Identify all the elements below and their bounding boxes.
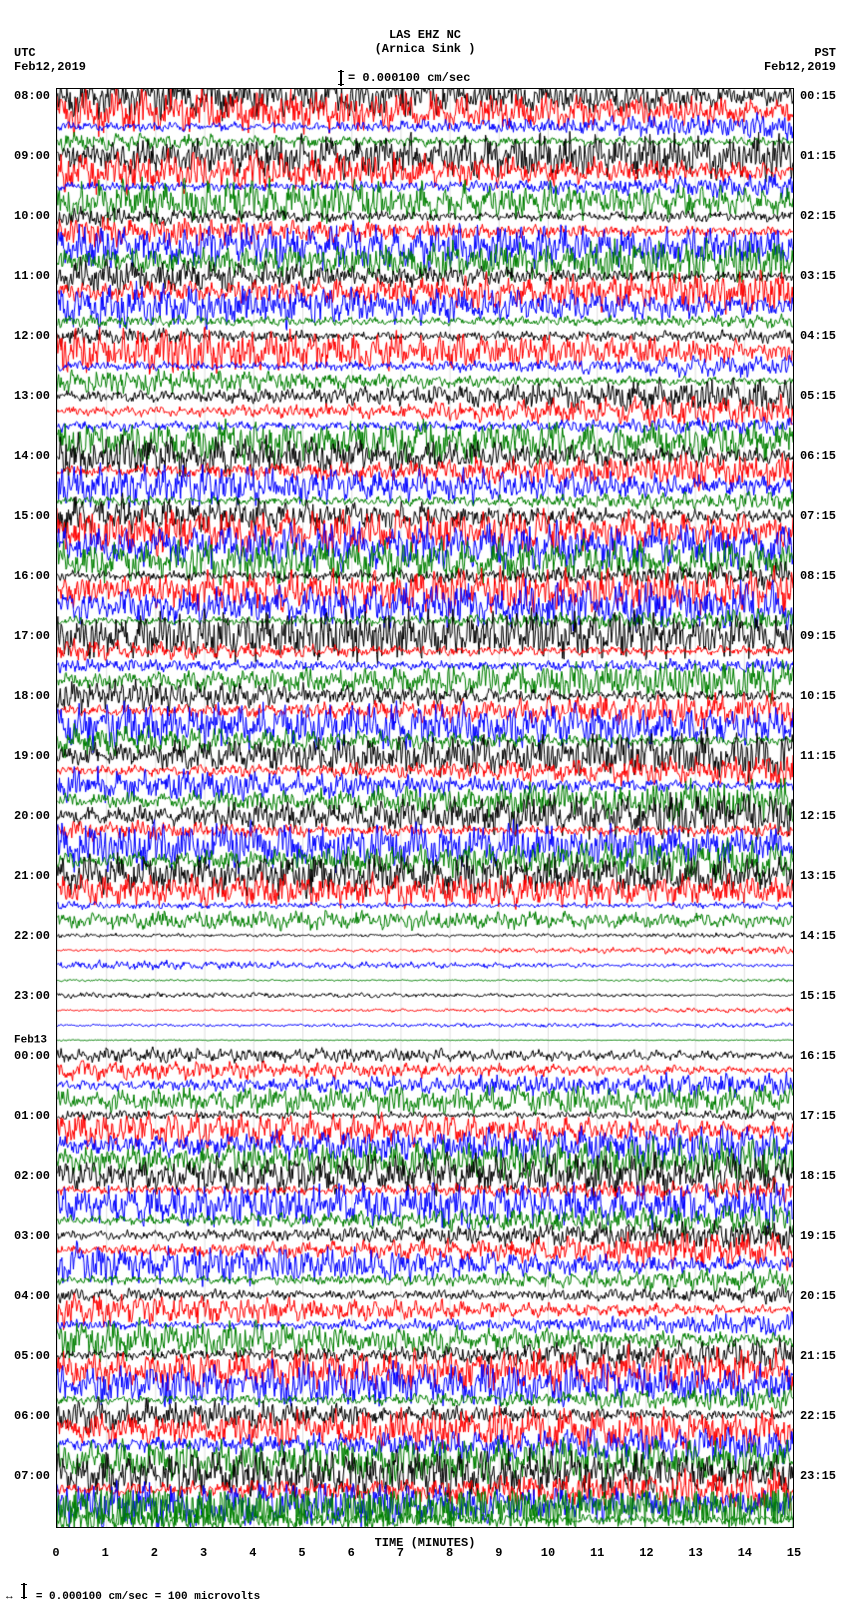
x-tick-label: 1 xyxy=(102,1546,109,1560)
pst-time-label: 08:15 xyxy=(800,569,836,583)
utc-time-label: 04:00 xyxy=(14,1289,50,1303)
x-axis: TIME (MINUTES) 0123456789101112131415 xyxy=(56,1528,794,1578)
station-title: LAS EHZ NC xyxy=(0,28,850,42)
x-tick-label: 9 xyxy=(495,1546,502,1560)
utc-time-label: 18:00 xyxy=(14,689,50,703)
footer-text: = 0.000100 cm/sec = 100 microvolts xyxy=(36,1591,260,1603)
pst-time-label: 07:15 xyxy=(800,509,836,523)
utc-time-label: 23:00 xyxy=(14,989,50,1003)
x-tick-label: 10 xyxy=(541,1546,555,1560)
utc-time-label: 01:00 xyxy=(14,1109,50,1123)
pst-time-label: 10:15 xyxy=(800,689,836,703)
pst-time-label: 00:15 xyxy=(800,89,836,103)
pst-time-label: 03:15 xyxy=(800,269,836,283)
utc-time-label: 09:00 xyxy=(14,149,50,163)
helicorder-canvas xyxy=(57,89,793,1527)
left-date-label: Feb12,2019 xyxy=(14,60,86,74)
scale-text: = 0.000100 cm/sec xyxy=(348,71,470,85)
pst-time-label: 13:15 xyxy=(800,869,836,883)
scale-bar-icon xyxy=(23,1583,25,1599)
amplitude-scale: = 0.000100 cm/sec xyxy=(340,70,470,86)
pst-time-label: 21:15 xyxy=(800,1349,836,1363)
x-tick-label: 3 xyxy=(200,1546,207,1560)
x-axis-title: TIME (MINUTES) xyxy=(56,1536,794,1550)
utc-time-label: 10:00 xyxy=(14,209,50,223)
utc-time-label: 13:00 xyxy=(14,389,50,403)
right-tz-label: PST xyxy=(764,46,836,60)
header-right: PST Feb12,2019 xyxy=(764,46,836,74)
pst-time-label: 19:15 xyxy=(800,1229,836,1243)
pst-time-label: 17:15 xyxy=(800,1109,836,1123)
x-tick-label: 11 xyxy=(590,1546,604,1560)
x-tick-label: 15 xyxy=(787,1546,801,1560)
utc-time-label: 17:00 xyxy=(14,629,50,643)
utc-time-label: 03:00 xyxy=(14,1229,50,1243)
utc-time-label: 02:00 xyxy=(14,1169,50,1183)
footer-prefix: ↔ xyxy=(6,1591,13,1603)
pst-time-label: 02:15 xyxy=(800,209,836,223)
pst-time-label: 05:15 xyxy=(800,389,836,403)
utc-time-label: 22:00 xyxy=(14,929,50,943)
pst-time-label: 01:15 xyxy=(800,149,836,163)
utc-time-label: 11:00 xyxy=(14,269,50,283)
utc-time-label: 07:00 xyxy=(14,1469,50,1483)
header-center: LAS EHZ NC (Arnica Sink ) xyxy=(0,28,850,56)
x-tick-label: 2 xyxy=(151,1546,158,1560)
scale-bar-icon xyxy=(340,70,342,86)
helicorder-plot xyxy=(56,88,794,1528)
x-tick-label: 12 xyxy=(639,1546,653,1560)
footer-scale: ↔ = 0.000100 cm/sec = 100 microvolts xyxy=(6,1583,260,1603)
pst-time-label: 23:15 xyxy=(800,1469,836,1483)
pst-time-label: 09:15 xyxy=(800,629,836,643)
utc-time-label: 00:00 xyxy=(14,1049,50,1063)
pst-axis-labels: 00:15 01:15 02:15 03:15 04:15 05:15 06:15 07:15… xyxy=(796,88,836,1528)
right-date-label: Feb12,2019 xyxy=(764,60,836,74)
x-tick-label: 13 xyxy=(688,1546,702,1560)
pst-time-label: 11:15 xyxy=(800,749,836,763)
utc-time-label: 06:00 xyxy=(14,1409,50,1423)
utc-time-label: 20:00 xyxy=(14,809,50,823)
x-tick-label: 8 xyxy=(446,1546,453,1560)
utc-time-label: Feb13 xyxy=(14,1035,47,1046)
utc-time-label: 05:00 xyxy=(14,1349,50,1363)
utc-time-label: 12:00 xyxy=(14,329,50,343)
utc-time-label: 14:00 xyxy=(14,449,50,463)
x-tick-label: 7 xyxy=(397,1546,404,1560)
x-tick-label: 14 xyxy=(738,1546,752,1560)
pst-time-label: 12:15 xyxy=(800,809,836,823)
utc-axis-labels: 08:00 09:00 10:00 11:00 12:00 13:00 14:00 15:00… xyxy=(14,88,54,1528)
utc-time-label: 21:00 xyxy=(14,869,50,883)
seismogram-page: UTC Feb12,2019 LAS EHZ NC (Arnica Sink )… xyxy=(0,0,850,1613)
utc-time-label: 15:00 xyxy=(14,509,50,523)
x-tick-label: 6 xyxy=(348,1546,355,1560)
x-tick-label: 5 xyxy=(298,1546,305,1560)
utc-time-label: 16:00 xyxy=(14,569,50,583)
pst-time-label: 15:15 xyxy=(800,989,836,1003)
pst-time-label: 22:15 xyxy=(800,1409,836,1423)
pst-time-label: 16:15 xyxy=(800,1049,836,1063)
utc-time-label: 08:00 xyxy=(14,89,50,103)
x-tick-label: 4 xyxy=(249,1546,256,1560)
pst-time-label: 20:15 xyxy=(800,1289,836,1303)
station-subtitle: (Arnica Sink ) xyxy=(0,42,850,56)
utc-time-label: 19:00 xyxy=(14,749,50,763)
pst-time-label: 14:15 xyxy=(800,929,836,943)
pst-time-label: 06:15 xyxy=(800,449,836,463)
x-tick-label: 0 xyxy=(52,1546,59,1560)
header-block: UTC Feb12,2019 LAS EHZ NC (Arnica Sink )… xyxy=(0,28,850,88)
pst-time-label: 04:15 xyxy=(800,329,836,343)
pst-time-label: 18:15 xyxy=(800,1169,836,1183)
